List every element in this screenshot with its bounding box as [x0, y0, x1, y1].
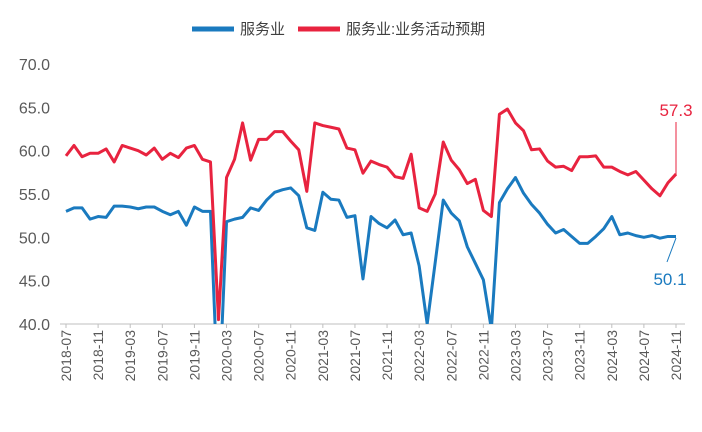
y-tick-label: 45.0 — [19, 274, 50, 291]
x-tick-label: 2019-07 — [154, 330, 170, 382]
series-line-expectation — [64, 107, 678, 322]
end-leader-service — [666, 237, 677, 263]
x-tick-label: 2023-11 — [572, 330, 588, 381]
x-tick-label: 2018-07 — [58, 330, 74, 382]
series-layer — [64, 107, 678, 324]
legend: 服务业 服务业:业务活动预期 — [192, 21, 485, 38]
x-tick-label: 2023-03 — [507, 330, 523, 382]
x-tick-label: 2022-11 — [475, 330, 491, 381]
y-axis: 40.0 45.0 50.0 55.0 60.0 65.0 70.0 — [19, 57, 50, 334]
x-tick-label: 2022-07 — [443, 330, 459, 382]
x-tick-label: 2023-07 — [540, 330, 556, 382]
y-tick-label: 55.0 — [19, 187, 50, 204]
legend-item-expectation: 服务业:业务活动预期 — [298, 21, 485, 38]
x-axis: 2018-07 2018-11 2019-03 2019-07 2019-11 2020-… — [58, 324, 684, 381]
x-tick-label: 2019-11 — [186, 330, 202, 381]
y-tick-label: 70.0 — [19, 57, 50, 74]
legend-label-expectation: 服务业:业务活动预期 — [346, 21, 485, 38]
legend-label-service: 服务业 — [240, 21, 285, 38]
legend-item-service: 服务业 — [192, 21, 285, 38]
x-tick-label: 2019-03 — [122, 330, 138, 382]
x-tick-label: 2022-03 — [411, 330, 427, 382]
y-tick-label: 50.0 — [19, 230, 50, 247]
x-tick-label: 2021-07 — [347, 330, 363, 382]
x-tick-label: 2020-11 — [283, 330, 299, 381]
x-tick-label: 2024-11 — [668, 330, 684, 381]
x-tick-label: 2018-11 — [90, 330, 106, 381]
series-line-service — [65, 176, 676, 324]
y-tick-label: 60.0 — [19, 144, 50, 161]
x-tick-label: 2024-07 — [636, 330, 652, 382]
y-tick-label: 40.0 — [19, 317, 50, 334]
x-tick-label: 2020-07 — [251, 330, 267, 382]
x-tick-label: 2020-03 — [219, 330, 235, 382]
x-tick-label: 2021-03 — [315, 330, 331, 382]
x-tick-label: 2021-11 — [379, 330, 395, 381]
end-label-service: 50.1 — [653, 270, 686, 289]
end-label-expectation: 57.3 — [659, 101, 692, 120]
x-tick-label: 2024-03 — [604, 330, 620, 382]
end-labels: 57.3 50.1 — [653, 101, 692, 289]
y-tick-label: 65.0 — [19, 100, 50, 117]
